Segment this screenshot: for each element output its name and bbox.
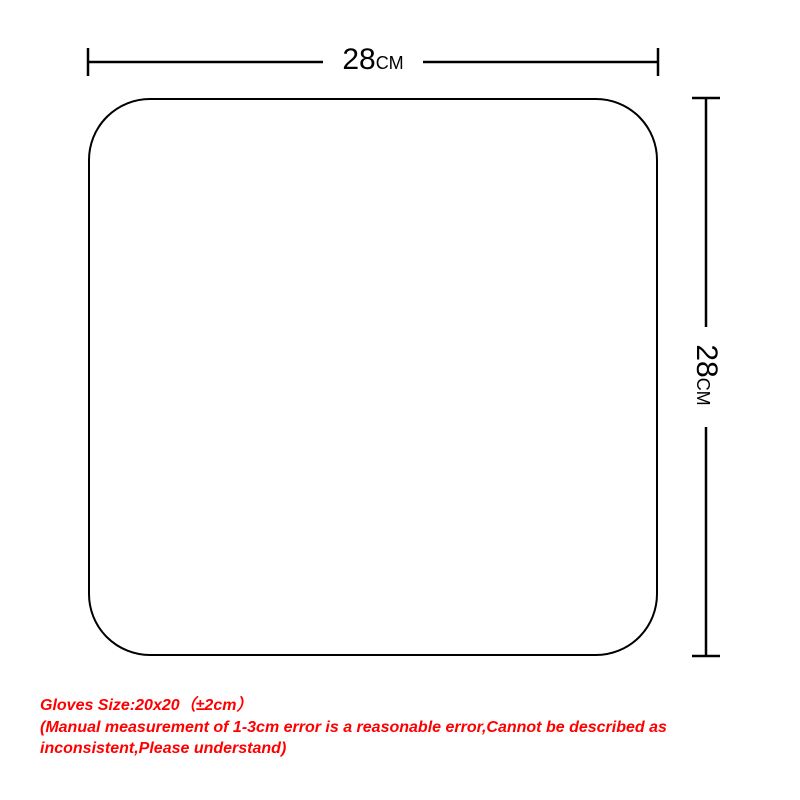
product-outline-square <box>88 98 658 656</box>
footer-note: Gloves Size:20x20（±2cm） (Manual measurem… <box>40 695 760 760</box>
footer-disclaimer: (Manual measurement of 1-3cm error is a … <box>40 717 760 760</box>
dimension-top-unit: CM <box>376 53 404 73</box>
dimension-label-right: 28CM <box>689 315 723 435</box>
diagram-canvas: 28CM 28CM Gloves Size:20x20（±2cm） (Manua… <box>0 0 800 800</box>
dimension-top-value: 28 <box>342 43 375 76</box>
dimension-right-value: 28 <box>690 345 723 378</box>
dimension-right-unit: CM <box>693 378 713 406</box>
dimension-label-top: 28CM <box>313 43 433 77</box>
footer-size-label: Gloves Size: <box>40 697 135 714</box>
footer-size-line: Gloves Size:20x20（±2cm） <box>40 695 760 717</box>
footer-size-value: 20x20（±2cm） <box>135 697 252 714</box>
